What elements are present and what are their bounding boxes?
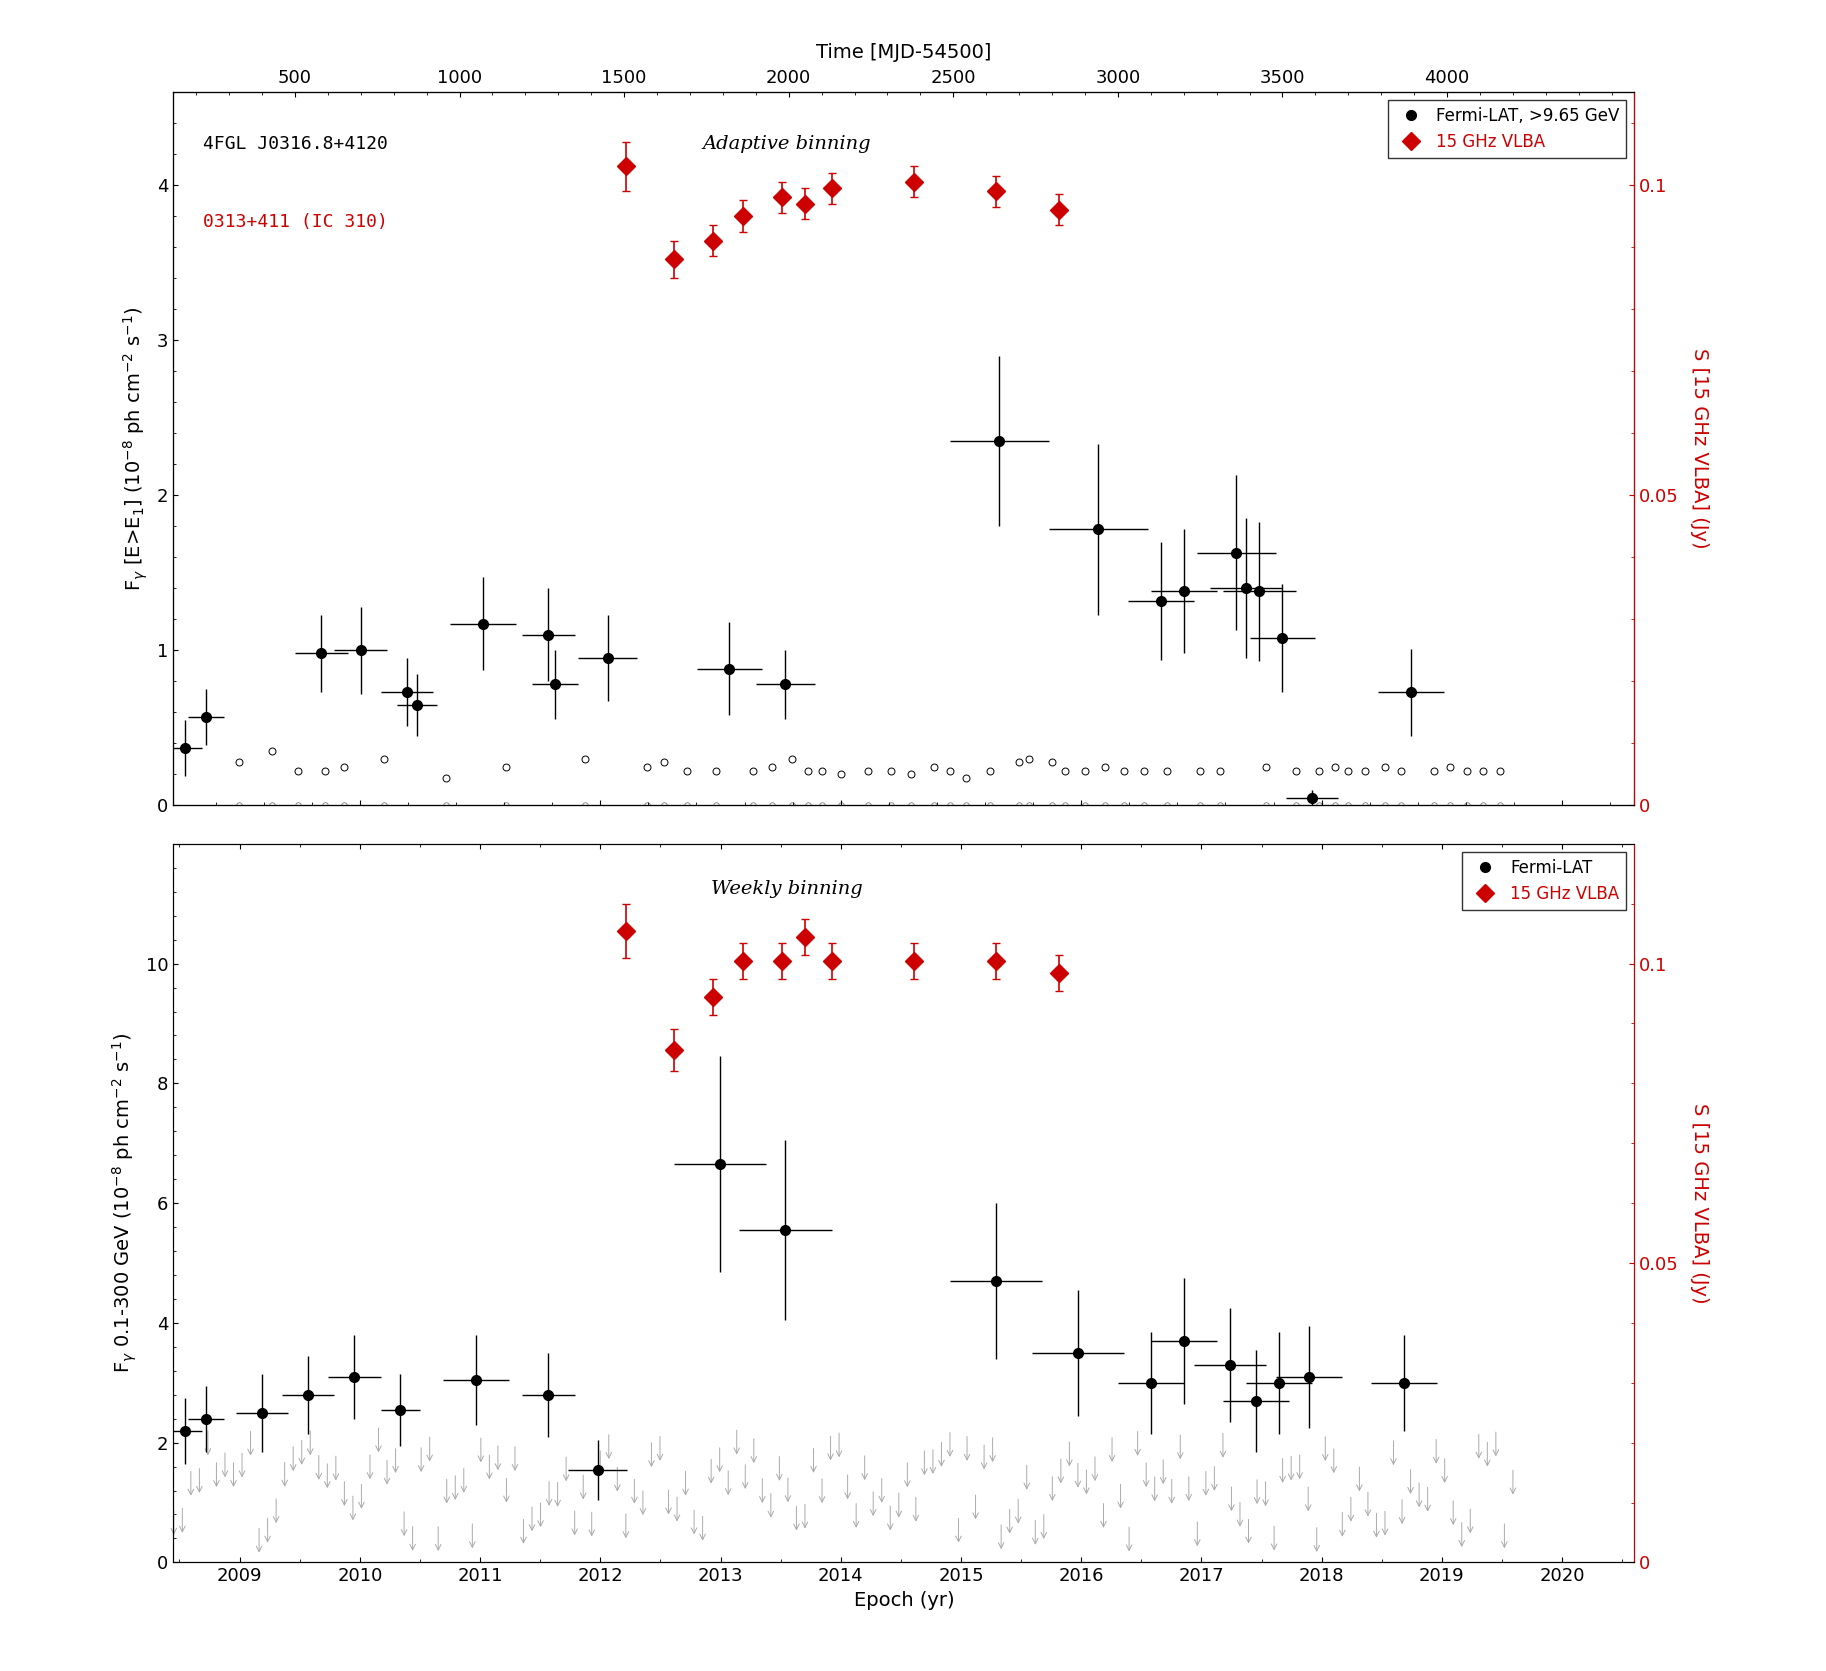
Text: 0313+411 (IC 310): 0313+411 (IC 310) [203, 214, 387, 231]
Y-axis label: S [15 GHz VLBA] (Jy): S [15 GHz VLBA] (Jy) [1691, 348, 1709, 550]
Y-axis label: F$_\gamma$ [E>E$_1$] (10$^{-8}$ ph cm$^{-2}$ s$^{-1}$): F$_\gamma$ [E>E$_1$] (10$^{-8}$ ph cm$^{… [122, 306, 150, 592]
Legend: Fermi-LAT, >9.65 GeV, 15 GHz VLBA: Fermi-LAT, >9.65 GeV, 15 GHz VLBA [1388, 100, 1625, 157]
Text: Adaptive binning: Adaptive binning [703, 135, 871, 152]
Text: 4FGL J0316.8+4120: 4FGL J0316.8+4120 [203, 135, 387, 152]
X-axis label: Time [MJD-54500]: Time [MJD-54500] [816, 43, 992, 62]
X-axis label: Epoch (yr): Epoch (yr) [853, 1591, 955, 1609]
Text: Weekly binning: Weekly binning [710, 879, 864, 897]
Y-axis label: S [15 GHz VLBA] (Jy): S [15 GHz VLBA] (Jy) [1691, 1103, 1709, 1303]
Y-axis label: F$_\gamma$ 0.1-300 GeV (10$^{-8}$ ph cm$^{-2}$ s$^{-1}$): F$_\gamma$ 0.1-300 GeV (10$^{-8}$ ph cm$… [111, 1033, 139, 1374]
Legend: Fermi-LAT, 15 GHz VLBA: Fermi-LAT, 15 GHz VLBA [1463, 852, 1625, 909]
